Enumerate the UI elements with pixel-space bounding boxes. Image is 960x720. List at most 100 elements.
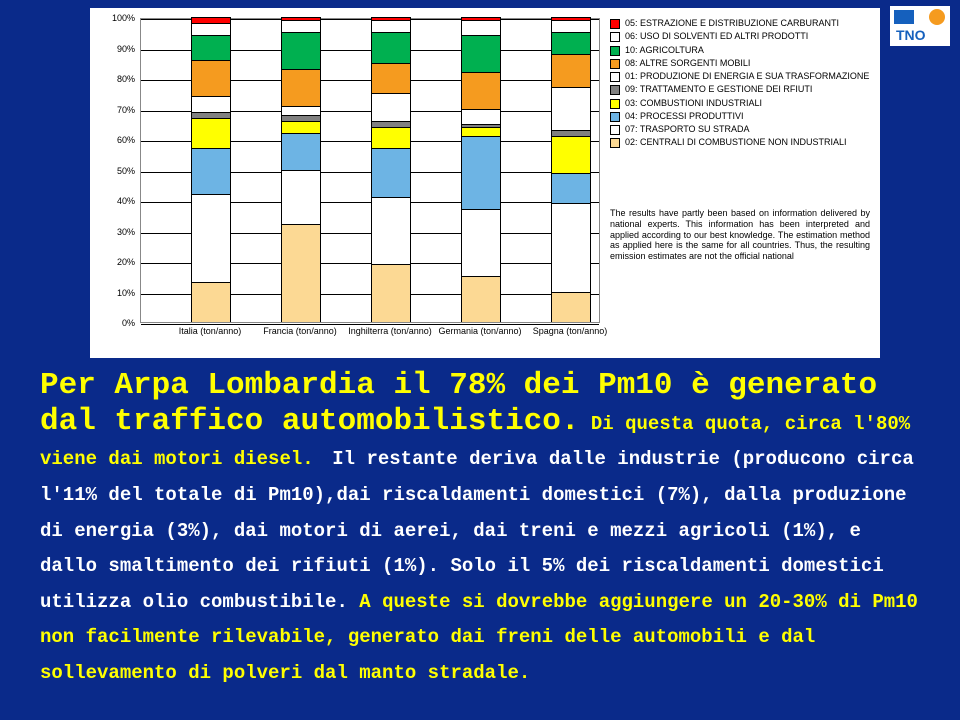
bar-segment	[371, 127, 411, 148]
bar-segment	[281, 133, 321, 170]
x-tick-label: Francia (ton/anno)	[255, 326, 345, 336]
y-tick-label: 70%	[95, 105, 135, 115]
bar-segment	[371, 32, 411, 63]
legend-label: 05: ESTRAZIONE E DISTRIBUZIONE CARBURANT…	[625, 18, 839, 29]
paragraph-white: Il restante deriva dalle industrie (prod…	[40, 448, 914, 613]
y-tick-label: 40%	[95, 196, 135, 206]
plot-area	[140, 18, 600, 323]
legend-label: 09: TRATTAMENTO E GESTIONE DEI RFIUTI	[625, 84, 812, 95]
legend-item: 07: TRASPORTO SU STRADA	[610, 124, 870, 135]
bar-segment	[461, 72, 501, 109]
bar-segment	[461, 20, 501, 35]
bar-segment	[461, 276, 501, 322]
x-tick-label: Inghilterra (ton/anno)	[345, 326, 435, 336]
legend-swatch	[610, 32, 620, 42]
legend-item: 05: ESTRAZIONE E DISTRIBUZIONE CARBURANT…	[610, 18, 870, 29]
legend-swatch	[610, 138, 620, 148]
y-tick-label: 60%	[95, 135, 135, 145]
bar-column	[371, 17, 411, 322]
tno-logo: TNO	[890, 6, 950, 46]
bar-segment	[461, 136, 501, 209]
bar-segment	[371, 197, 411, 264]
legend-swatch	[610, 112, 620, 122]
legend-label: 01: PRODUZIONE DI ENERGIA E SUA TRASFORM…	[625, 71, 869, 82]
legend-label: 06: USO DI SOLVENTI ED ALTRI PRODOTTI	[625, 31, 808, 42]
legend-item: 02: CENTRALI DI COMBUSTIONE NON INDUSTRI…	[610, 137, 870, 148]
y-tick-label: 50%	[95, 166, 135, 176]
bar-segment	[371, 63, 411, 94]
y-tick-label: 30%	[95, 227, 135, 237]
bar-segment	[461, 109, 501, 124]
legend-swatch	[610, 85, 620, 95]
bar-segment	[551, 20, 591, 32]
bar-segment	[371, 20, 411, 32]
bar-segment	[371, 93, 411, 120]
bar-column	[461, 17, 501, 322]
bar-segment	[551, 173, 591, 204]
bar-segment	[461, 127, 501, 136]
bar-segment	[551, 292, 591, 323]
bar-segment	[371, 264, 411, 322]
bar-segment	[461, 35, 501, 72]
legend-swatch	[610, 46, 620, 56]
bar-segment	[281, 20, 321, 32]
bar-column	[281, 17, 321, 322]
bar-segment	[281, 32, 321, 69]
x-tick-label: Italia (ton/anno)	[165, 326, 255, 336]
bar-column	[551, 17, 591, 322]
legend-swatch	[610, 125, 620, 135]
legend-item: 06: USO DI SOLVENTI ED ALTRI PRODOTTI	[610, 31, 870, 42]
legend-swatch	[610, 99, 620, 109]
legend-swatch	[610, 72, 620, 82]
bar-segment	[191, 194, 231, 282]
legend-label: 10: AGRICOLTURA	[625, 45, 704, 56]
bar-segment	[281, 170, 321, 225]
legend-item: 10: AGRICOLTURA	[610, 45, 870, 56]
legend-item: 04: PROCESSI PRODUTTIVI	[610, 111, 870, 122]
bar-segment	[551, 54, 591, 88]
y-tick-label: 100%	[95, 13, 135, 23]
x-tick-label: Spagna (ton/anno)	[525, 326, 615, 336]
y-tick-label: 90%	[95, 44, 135, 54]
y-tick-label: 0%	[95, 318, 135, 328]
x-tick-label: Germania (ton/anno)	[435, 326, 525, 336]
chart-panel: 05: ESTRAZIONE E DISTRIBUZIONE CARBURANT…	[90, 8, 880, 358]
legend-item: 09: TRATTAMENTO E GESTIONE DEI RFIUTI	[610, 84, 870, 95]
y-tick-label: 20%	[95, 257, 135, 267]
bar-segment	[191, 60, 231, 97]
bar-segment	[281, 69, 321, 106]
bar-segment	[191, 23, 231, 35]
bar-segment	[551, 87, 591, 130]
body-text: Per Arpa Lombardia il 78% dei Pm10 è gen…	[40, 368, 920, 689]
legend-item: 08: ALTRE SORGENTI MOBILI	[610, 58, 870, 69]
bar-segment	[281, 106, 321, 115]
bar-segment	[191, 96, 231, 111]
bar-segment	[551, 203, 591, 291]
y-tick-label: 10%	[95, 288, 135, 298]
bar-segment	[281, 224, 321, 322]
legend-label: 02: CENTRALI DI COMBUSTIONE NON INDUSTRI…	[625, 137, 847, 148]
bar-column	[191, 17, 231, 322]
bar-segment	[281, 121, 321, 133]
y-tick-label: 80%	[95, 74, 135, 84]
bar-segment	[551, 32, 591, 53]
legend-label: 03: COMBUSTIONI INDUSTRIALI	[625, 98, 762, 109]
legend: 05: ESTRAZIONE E DISTRIBUZIONE CARBURANT…	[610, 18, 870, 151]
bar-segment	[461, 209, 501, 276]
bar-segment	[191, 35, 231, 59]
legend-label: 07: TRASPORTO SU STRADA	[625, 124, 750, 135]
legend-item: 01: PRODUZIONE DI ENERGIA E SUA TRASFORM…	[610, 71, 870, 82]
legend-label: 04: PROCESSI PRODUTTIVI	[625, 111, 744, 122]
headline: Per Arpa Lombardia il 78% dei Pm10 è gen…	[40, 368, 920, 689]
bar-segment	[191, 282, 231, 322]
bar-segment	[191, 148, 231, 194]
bar-segment	[551, 136, 591, 173]
legend-item: 03: COMBUSTIONI INDUSTRIALI	[610, 98, 870, 109]
bar-segment	[191, 118, 231, 149]
bar-segment	[371, 148, 411, 197]
legend-swatch	[610, 59, 620, 69]
legend-note: The results have partly been based on in…	[610, 208, 870, 262]
svg-text:TNO: TNO	[896, 27, 926, 43]
gridline	[141, 324, 599, 325]
legend-label: 08: ALTRE SORGENTI MOBILI	[625, 58, 750, 69]
